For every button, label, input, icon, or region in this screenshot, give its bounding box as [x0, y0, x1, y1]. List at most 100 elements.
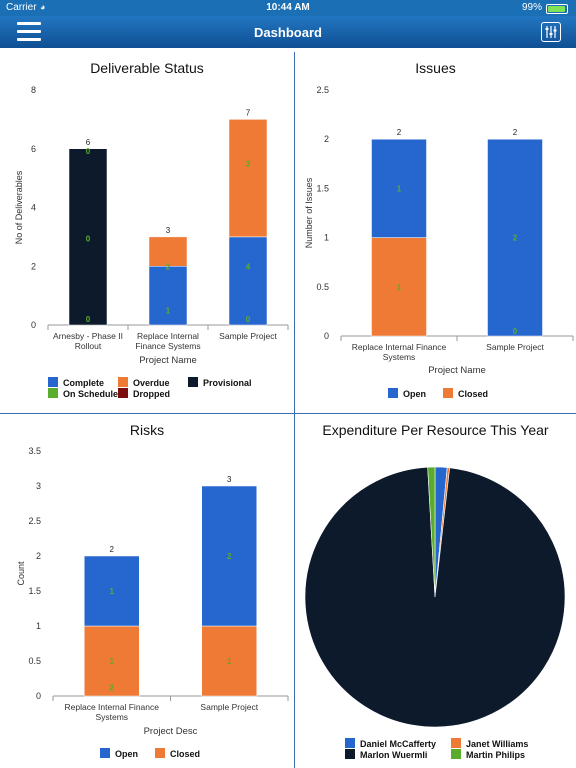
- legend-item[interactable]: Martin Philips: [451, 749, 525, 760]
- x-tick-label: Sample Project: [200, 702, 258, 712]
- legend-label: Provisional: [203, 378, 252, 388]
- hamburger-menu-icon[interactable]: [17, 22, 41, 42]
- y-tick-label: 1.5: [28, 586, 41, 596]
- panel-divider-horizontal: [0, 413, 576, 414]
- x-tick-label: Systems: [383, 352, 416, 362]
- battery-percent: 99%: [521, 2, 542, 13]
- clock: 10:44 AM: [266, 2, 310, 13]
- bar-segment: [84, 555, 140, 627]
- deliverable-status-panel[interactable]: Deliverable Status 0 2 4 6 8 No of Deliverabl…: [0, 52, 294, 413]
- x-tick-label: Replace Internal Finance: [352, 342, 447, 352]
- wifi-icon: ◕: [40, 2, 46, 12]
- legend-label: Open: [403, 389, 427, 399]
- y-tick-label: 2: [36, 551, 41, 561]
- legend-swatch: [388, 388, 398, 398]
- legend-swatch: [118, 377, 128, 387]
- expenditure-pie-chart: [304, 466, 566, 728]
- y-tick-label: 2: [31, 261, 36, 271]
- legend-item[interactable]: Closed: [155, 748, 200, 759]
- bar-total-label: 7: [246, 108, 251, 117]
- bar-segment: [371, 138, 427, 238]
- legend-item[interactable]: Open: [388, 388, 426, 399]
- pie-slice: [427, 466, 436, 598]
- y-tick-label: 3.5: [28, 446, 41, 456]
- x-tick-label: Systems: [95, 712, 128, 722]
- segment-value-label: 1: [227, 657, 232, 666]
- x-axis-label: Project Desc: [144, 726, 198, 737]
- x-axis-label: Project Name: [428, 365, 486, 376]
- chart-legend: Complete Overdue Provisional On Schedule Dro…: [48, 377, 288, 407]
- legend-label: Martin Philips: [466, 750, 526, 760]
- x-tick-label: Finance Systems: [135, 341, 200, 351]
- legend-swatch: [188, 377, 198, 387]
- page-title: Dashboard: [254, 25, 322, 40]
- sliders-icon-glyph: [545, 26, 557, 38]
- legend-label: Dropped: [133, 389, 170, 399]
- y-tick-label: 2: [324, 134, 329, 144]
- nav-bar: Dashboard: [0, 16, 576, 48]
- bar-segment: [68, 148, 108, 326]
- legend-label: Janet Williams: [466, 739, 529, 749]
- chart-title: Deliverable Status: [90, 60, 204, 76]
- segment-value-label: 2: [166, 262, 171, 271]
- legend-item[interactable]: Provisional: [188, 377, 252, 388]
- legend-swatch: [118, 388, 128, 398]
- chart-legend: Open Closed: [388, 388, 568, 404]
- legend-item[interactable]: Marlon Wuermli: [345, 749, 427, 760]
- bar-segment: [84, 625, 140, 697]
- segment-value-label: 0: [86, 147, 91, 156]
- y-tick-label: 0: [31, 320, 36, 330]
- y-axis-label: No of Deliverables: [14, 170, 24, 244]
- bar-segment: [201, 485, 257, 627]
- legend-swatch: [345, 738, 355, 748]
- risks-chart: 0 0.5 1 1.5 2 2.5 3 3.5 Count 2 Replace Internal F…: [16, 446, 289, 737]
- y-tick-label: 1.5: [316, 183, 329, 193]
- legend-swatch: [48, 388, 58, 398]
- issues-panel[interactable]: Issues 0 0.5 1 1.5 2 2.5 Number of Issues 2 Repl…: [295, 52, 576, 413]
- x-tick-label: Rollout: [75, 341, 102, 351]
- y-tick-label: 1: [36, 621, 41, 631]
- x-tick-label: Sample Project: [219, 331, 277, 341]
- status-bar: Carrier ◕ 10:44 AM 99%: [0, 0, 576, 16]
- segment-value-label: 2: [513, 234, 518, 243]
- segment-value-label: 0: [86, 315, 91, 324]
- x-tick-label: Replace Internal: [137, 331, 199, 341]
- segment-value-label: 1: [397, 184, 402, 193]
- x-axis-label: Project Name: [139, 355, 197, 366]
- legend-item[interactable]: Closed: [443, 388, 488, 399]
- y-tick-label: 0: [324, 331, 329, 341]
- legend-item[interactable]: Complete: [48, 377, 104, 388]
- carrier-label: Carrier: [6, 2, 37, 13]
- legend-swatch: [451, 749, 461, 759]
- chart-legend: Daniel McCafferty Janet Williams Marlon Wu…: [345, 738, 575, 766]
- battery-fill: [548, 6, 565, 12]
- legend-item[interactable]: Daniel McCafferty: [345, 738, 436, 749]
- sliders-icon[interactable]: [541, 22, 561, 42]
- y-tick-label: 2.5: [316, 85, 329, 95]
- risks-panel[interactable]: Risks 0 0.5 1 1.5 2 2.5 3 3.5 Count 2 Replace Inte…: [0, 414, 294, 768]
- legend-item[interactable]: Open: [100, 748, 138, 759]
- legend-swatch: [451, 738, 461, 748]
- y-tick-label: 6: [31, 144, 36, 154]
- deliverable-status-chart: 0 2 4 6 8 No of Deliverables 6 Arnesby - Phase …: [14, 85, 289, 366]
- issues-chart: 0 0.5 1 1.5 2 2.5 Number of Issues 2 Replace Int…: [304, 85, 574, 376]
- legend-label: Marlon Wuermli: [360, 750, 428, 760]
- legend-item[interactable]: Janet Williams: [451, 738, 528, 749]
- segment-value-label: 0: [246, 315, 251, 324]
- legend-label: Closed: [458, 389, 489, 399]
- bar-segment: [148, 266, 188, 326]
- legend-swatch: [155, 748, 165, 758]
- legend-item[interactable]: Dropped: [118, 388, 170, 399]
- expenditure-panel[interactable]: Expenditure Per Resource This Year Danie…: [295, 414, 576, 768]
- bar-segment: [228, 236, 268, 326]
- bar-total-label: 2: [110, 545, 115, 554]
- legend-item[interactable]: Overdue: [118, 377, 170, 388]
- y-tick-label: 3: [36, 481, 41, 491]
- y-tick-label: 0: [36, 691, 41, 701]
- y-axis-label: Number of Issues: [304, 177, 314, 248]
- legend-item[interactable]: On Schedule: [48, 388, 118, 399]
- bar-total-label: 2: [397, 128, 402, 137]
- segment-value-label: 0: [86, 234, 91, 243]
- segment-value-label: 2: [227, 552, 232, 561]
- chart-title: Risks: [129, 422, 165, 438]
